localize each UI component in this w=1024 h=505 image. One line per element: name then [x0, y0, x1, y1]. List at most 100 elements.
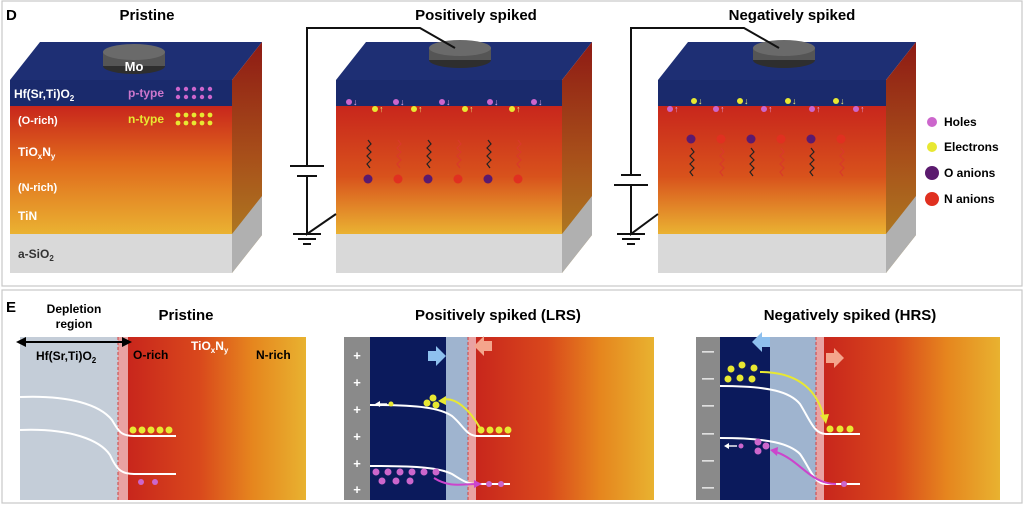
svg-text:↓: ↓ — [744, 96, 749, 106]
band-negative-electrode — [696, 337, 720, 500]
band-pristine-holes — [138, 479, 158, 485]
band-positive-conduction — [369, 404, 510, 437]
label-o-rich: (O-rich) — [18, 115, 58, 127]
panel-e-title-positive: Positively spiked (LRS) — [415, 307, 581, 324]
band-pristine-tioxny: TiOxNy — [191, 339, 229, 355]
band-pristine-electrons — [129, 426, 173, 434]
depletion-arrow-right-head — [122, 337, 132, 347]
legend-n-anions-swatch — [925, 192, 939, 206]
panel-d-title-positive: Positively spiked — [415, 7, 537, 24]
panel-e-title-pristine: Pristine — [158, 307, 213, 324]
svg-text:↓: ↓ — [353, 97, 358, 107]
band-negative-electron-path-head — [820, 414, 829, 424]
svg-text:↓: ↓ — [792, 96, 797, 106]
legend-electrons-swatch — [927, 142, 937, 152]
plus-sign-6: + — [353, 482, 361, 497]
svg-text:↑: ↑ — [768, 104, 773, 114]
minus-sign-4: — — [702, 426, 714, 440]
svg-text:↓: ↓ — [400, 97, 405, 107]
band-pristine-hso — [20, 337, 118, 500]
negative-electrode-top — [753, 40, 815, 56]
band-pristine-conduction — [19, 395, 176, 437]
layer-sio2 — [10, 234, 232, 273]
layer-titanium-oxynitride — [10, 106, 232, 234]
p-type-holes — [175, 86, 213, 100]
negative-wire-top — [630, 27, 780, 175]
label-sio2: a-SiO2 — [18, 247, 54, 263]
band-negative-electrons — [724, 361, 854, 433]
positive-electrode-top — [429, 40, 491, 56]
n-type-electrons — [175, 112, 213, 126]
plus-sign-2: + — [353, 375, 361, 390]
label-n-rich: (N-rich) — [18, 182, 57, 194]
svg-text:↑: ↑ — [860, 104, 865, 114]
depletion-arrow-left-head — [16, 337, 26, 347]
plus-sign-5: + — [353, 456, 361, 471]
positive-layer-sio2 — [336, 234, 562, 273]
band-negative-valence — [719, 437, 860, 485]
legend-n-anions-label: N anions — [944, 192, 995, 206]
negative-anion-paths — [689, 147, 845, 177]
panel-d-letter: D — [6, 7, 17, 24]
plus-sign-4: + — [353, 429, 361, 444]
panel-d-title-negative: Negatively spiked — [729, 7, 856, 24]
positive-wire-bottom — [306, 176, 337, 236]
panel-d-frame — [1, 0, 1023, 287]
negative-layer-oxynitride — [658, 106, 886, 234]
positive-device: ↓ ↑ ↓ ↑ ↓ ↑ ↓ ↑ ↓ — [290, 27, 592, 273]
svg-text:↓: ↓ — [538, 97, 543, 107]
positive-interface-carriers: ↓ ↑ ↓ ↑ ↓ ↑ ↓ ↑ ↓ — [346, 97, 543, 114]
label-hso: Hf(Sr,Ti)O2 — [14, 87, 75, 103]
svg-text:↑: ↑ — [516, 104, 521, 114]
band-positive-depletion-arrow-left — [474, 336, 492, 356]
band-negative-conduction — [719, 385, 860, 435]
band-positive: + + + + + + — [344, 336, 654, 500]
panel-d-title-pristine: Pristine — [119, 7, 174, 24]
svg-text:↑: ↑ — [418, 104, 423, 114]
band-negative-holes — [738, 438, 847, 487]
minus-sign-1: — — [702, 344, 714, 358]
minus-sign-5: — — [702, 453, 714, 467]
depletion-label-line2: region — [56, 317, 93, 331]
negative-interface-carriers: ↑ ↓ ↑ ↓ ↑ ↓ ↑ ↓ ↑ — [667, 96, 865, 114]
band-positive-hole-path-head — [474, 480, 482, 488]
band-pristine-valence — [19, 428, 176, 475]
band-pristine-o-rich: O-rich — [133, 348, 168, 362]
panel-e-letter: E — [6, 299, 16, 316]
label-n-type: n-type — [128, 112, 164, 126]
band-pristine-depletion — [118, 337, 128, 500]
label-p-type: p-type — [128, 86, 164, 100]
label-tin: TiN — [18, 209, 37, 223]
legend-holes-swatch — [927, 117, 937, 127]
plus-sign-3: + — [353, 402, 361, 417]
svg-text:↑: ↑ — [720, 104, 725, 114]
layer-hso — [10, 80, 232, 106]
panel-e-frame — [1, 289, 1023, 504]
band-positive-electrode — [344, 337, 370, 500]
pristine-side-substrate — [232, 196, 262, 273]
legend-o-anions-swatch — [925, 166, 939, 180]
band-positive-depletion-arrow-right — [428, 346, 446, 366]
positive-side-substrate — [562, 196, 592, 273]
minus-sign-2: — — [702, 371, 714, 385]
band-negative-hole-path-head — [770, 447, 778, 456]
label-tioxny: TiOxNy — [18, 145, 56, 161]
band-negative-oxynitride — [824, 337, 1000, 500]
band-positive-oxynitride — [476, 337, 654, 500]
positive-layer-oxynitride — [336, 106, 562, 234]
band-pristine-hso-label: Hf(Sr,Ti)O2 — [36, 349, 97, 365]
band-positive-holes — [372, 468, 504, 487]
minus-sign-6: — — [702, 480, 714, 494]
band-positive-depletion — [446, 337, 468, 500]
band-positive-hso — [370, 337, 446, 500]
pristine-device: Mo Hf(Sr,Ti)O2 p-type (O-rich) n-type Ti… — [10, 42, 262, 273]
band-negative: — — — — — — — [696, 332, 1000, 500]
svg-text:↓: ↓ — [698, 96, 703, 106]
negative-layer-sio2 — [658, 234, 886, 273]
band-positive-electrons — [388, 394, 512, 434]
negative-device: ↑ ↓ ↑ ↓ ↑ ↓ ↑ ↓ ↑ — [614, 27, 916, 273]
band-negative-electron-path — [759, 371, 825, 419]
positive-wire-top — [306, 27, 456, 165]
svg-text:↓: ↓ — [840, 96, 845, 106]
svg-text:↑: ↑ — [674, 104, 679, 114]
